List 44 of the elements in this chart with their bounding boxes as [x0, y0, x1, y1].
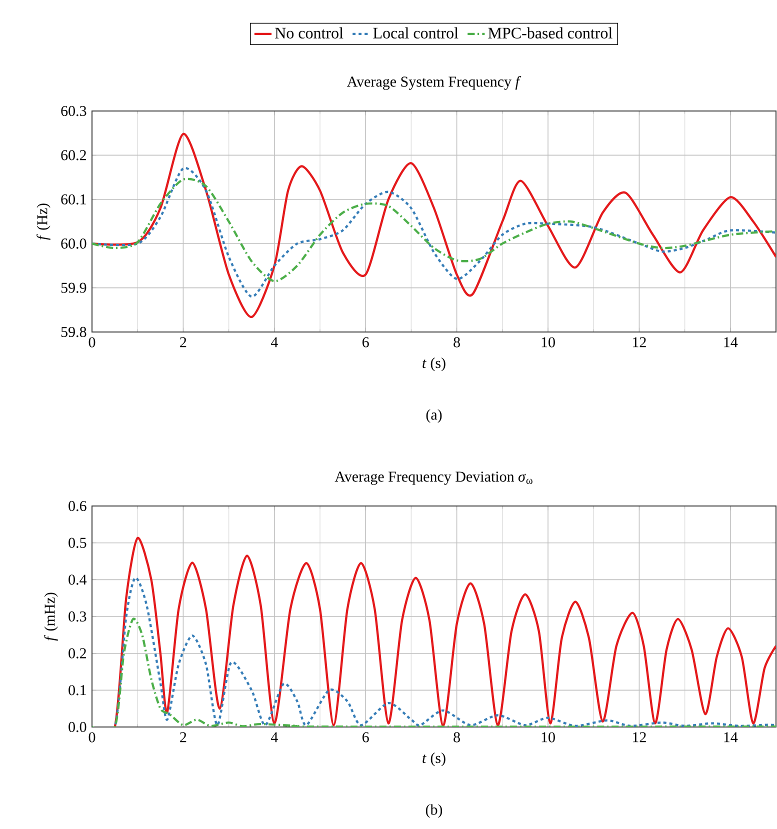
- x-tick-label: 8: [454, 337, 460, 348]
- y-tick-label: 0.4: [68, 574, 87, 585]
- chart-title: Average System Frequency f: [346, 76, 522, 90]
- line-series: [92, 166, 776, 298]
- x-tick-label: 0: [88, 732, 96, 742]
- line-series: [92, 132, 776, 318]
- x-tick-label: 14: [724, 732, 738, 742]
- y-tick-label: 60.2: [61, 150, 86, 160]
- y-tick-label: 0.5: [68, 538, 86, 548]
- x-tick-label: 4: [270, 732, 278, 742]
- y-tick-label: 60.1: [61, 194, 86, 205]
- x-tick-label: 6: [362, 732, 369, 742]
- x-tick-label: 4: [270, 337, 278, 348]
- x-tick-label: 12: [633, 337, 646, 348]
- x-tick-label: 10: [542, 337, 555, 348]
- y-tick-label: 0.0: [68, 722, 86, 732]
- x-tick-label: 2: [180, 732, 186, 742]
- x-tick-label: 2: [180, 337, 186, 348]
- y-tick-label: 0.6: [68, 500, 86, 512]
- x-tick-label: 14: [724, 337, 738, 348]
- x-tick-label: 6: [362, 337, 369, 348]
- y-axis-title: f (mHz): [44, 592, 58, 641]
- legend-label: MPC-based control: [488, 27, 612, 39]
- x-tick-label: 0: [88, 337, 96, 348]
- line-series: [92, 178, 776, 282]
- x-tick-label: 12: [633, 732, 646, 742]
- y-tick-label: 0.1: [68, 685, 86, 696]
- y-axis-title: f (Hz): [36, 204, 50, 240]
- y-tick-label: 0.3: [68, 611, 86, 622]
- y-tick-label: 59.8: [61, 326, 86, 338]
- line-series: [92, 618, 776, 728]
- chart-title: Average Frequency Deviation σ$_{ω}$: [334, 472, 532, 485]
- x-axis-title: t (s): [422, 358, 446, 372]
- legend-label: No control: [275, 27, 344, 39]
- x-tick-label: 8: [454, 732, 460, 742]
- y-tick-label: 0.2: [68, 648, 86, 658]
- x-tick-label: 10: [542, 732, 555, 742]
- text: (b): [426, 804, 442, 818]
- y-tick-label: 59.9: [61, 282, 86, 293]
- text: (a): [426, 409, 442, 423]
- legend-label: Local control: [373, 27, 458, 39]
- y-tick-label: 60.3: [61, 106, 86, 116]
- x-axis-title: t (s): [422, 752, 446, 766]
- y-tick-label: 60.0: [61, 238, 86, 249]
